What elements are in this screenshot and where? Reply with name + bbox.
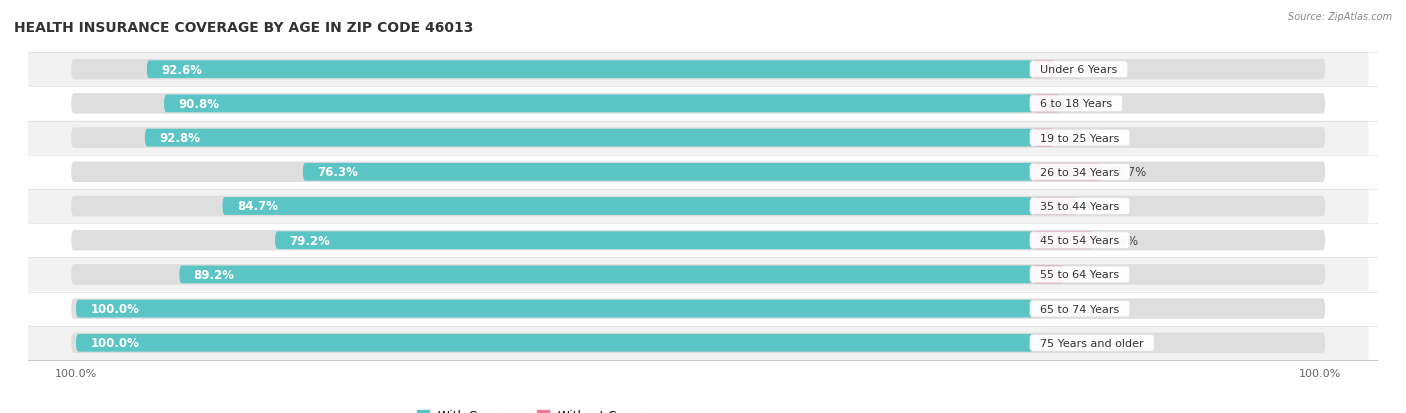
FancyBboxPatch shape bbox=[1033, 232, 1092, 249]
FancyBboxPatch shape bbox=[1033, 266, 1064, 284]
Text: 92.8%: 92.8% bbox=[159, 132, 200, 145]
FancyBboxPatch shape bbox=[72, 162, 1326, 183]
Text: 23.7%: 23.7% bbox=[1109, 166, 1146, 179]
FancyBboxPatch shape bbox=[72, 230, 1326, 251]
Text: 0.0%: 0.0% bbox=[1043, 302, 1073, 316]
FancyBboxPatch shape bbox=[72, 299, 1326, 319]
Text: 100.0%: 100.0% bbox=[90, 302, 139, 316]
FancyBboxPatch shape bbox=[76, 300, 1033, 318]
FancyBboxPatch shape bbox=[72, 94, 1326, 114]
Text: 35 to 44 Years: 35 to 44 Years bbox=[1033, 202, 1126, 211]
FancyBboxPatch shape bbox=[72, 128, 1326, 149]
FancyBboxPatch shape bbox=[145, 129, 1033, 147]
Text: 89.2%: 89.2% bbox=[194, 268, 235, 281]
Text: 92.6%: 92.6% bbox=[162, 64, 202, 76]
Text: 19 to 25 Years: 19 to 25 Years bbox=[1033, 133, 1126, 143]
Text: 76.3%: 76.3% bbox=[318, 166, 359, 179]
FancyBboxPatch shape bbox=[72, 264, 1326, 285]
Legend: With Coverage, Without Coverage: With Coverage, Without Coverage bbox=[412, 404, 671, 413]
FancyBboxPatch shape bbox=[28, 326, 1368, 360]
FancyBboxPatch shape bbox=[180, 266, 1033, 284]
Text: 9.2%: 9.2% bbox=[1067, 97, 1097, 111]
FancyBboxPatch shape bbox=[1033, 129, 1054, 147]
Text: 20.8%: 20.8% bbox=[1101, 234, 1137, 247]
FancyBboxPatch shape bbox=[302, 164, 1033, 181]
Text: Under 6 Years: Under 6 Years bbox=[1033, 65, 1125, 75]
Text: 75 Years and older: 75 Years and older bbox=[1033, 338, 1152, 348]
FancyBboxPatch shape bbox=[1033, 198, 1077, 215]
Text: 100.0%: 100.0% bbox=[90, 337, 139, 349]
FancyBboxPatch shape bbox=[28, 53, 1368, 87]
FancyBboxPatch shape bbox=[1033, 95, 1060, 113]
Text: 90.8%: 90.8% bbox=[179, 97, 219, 111]
Text: 7.4%: 7.4% bbox=[1062, 64, 1092, 76]
FancyBboxPatch shape bbox=[72, 60, 1326, 80]
FancyBboxPatch shape bbox=[28, 258, 1368, 292]
Text: Source: ZipAtlas.com: Source: ZipAtlas.com bbox=[1288, 12, 1392, 22]
FancyBboxPatch shape bbox=[222, 198, 1033, 215]
Text: 7.2%: 7.2% bbox=[1062, 132, 1091, 145]
Text: 45 to 54 Years: 45 to 54 Years bbox=[1033, 236, 1126, 246]
Text: 26 to 34 Years: 26 to 34 Years bbox=[1033, 167, 1126, 177]
FancyBboxPatch shape bbox=[28, 87, 1368, 121]
FancyBboxPatch shape bbox=[146, 61, 1033, 79]
Text: 79.2%: 79.2% bbox=[290, 234, 330, 247]
FancyBboxPatch shape bbox=[28, 121, 1368, 155]
FancyBboxPatch shape bbox=[72, 196, 1326, 217]
Text: 55 to 64 Years: 55 to 64 Years bbox=[1033, 270, 1126, 280]
Text: 6 to 18 Years: 6 to 18 Years bbox=[1033, 99, 1119, 109]
Text: 65 to 74 Years: 65 to 74 Years bbox=[1033, 304, 1126, 314]
Text: 15.3%: 15.3% bbox=[1085, 200, 1122, 213]
FancyBboxPatch shape bbox=[28, 223, 1368, 258]
FancyBboxPatch shape bbox=[28, 292, 1368, 326]
Text: HEALTH INSURANCE COVERAGE BY AGE IN ZIP CODE 46013: HEALTH INSURANCE COVERAGE BY AGE IN ZIP … bbox=[14, 21, 474, 35]
FancyBboxPatch shape bbox=[28, 155, 1368, 190]
FancyBboxPatch shape bbox=[1033, 61, 1054, 79]
Text: 10.9%: 10.9% bbox=[1073, 268, 1109, 281]
FancyBboxPatch shape bbox=[276, 232, 1033, 249]
Text: 84.7%: 84.7% bbox=[236, 200, 278, 213]
FancyBboxPatch shape bbox=[1033, 164, 1101, 181]
FancyBboxPatch shape bbox=[72, 333, 1326, 353]
Text: 0.0%: 0.0% bbox=[1043, 337, 1073, 349]
FancyBboxPatch shape bbox=[28, 190, 1368, 223]
FancyBboxPatch shape bbox=[76, 334, 1033, 352]
FancyBboxPatch shape bbox=[165, 95, 1033, 113]
